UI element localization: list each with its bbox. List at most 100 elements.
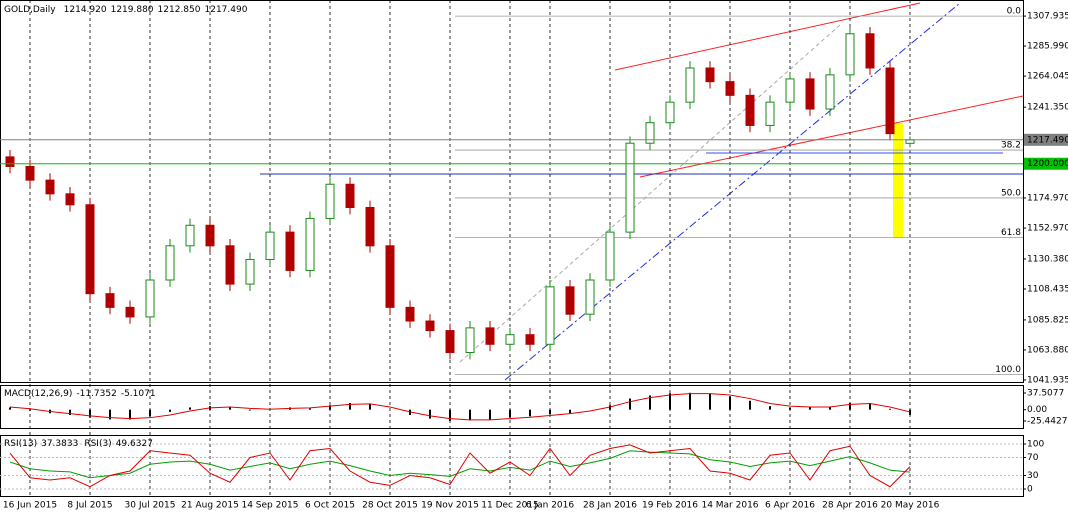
- histogram-bar: [569, 409, 571, 414]
- candle-body: [685, 67, 695, 103]
- histogram-bar: [869, 403, 871, 410]
- y-tick-label: 1264.045: [1027, 72, 1068, 82]
- candle-body: [485, 327, 495, 345]
- fibo-label: 0.0: [1007, 7, 1022, 17]
- candle-body: [205, 224, 215, 247]
- price-label: 1217.490: [1027, 135, 1068, 145]
- price-box: [1024, 133, 1068, 146]
- x-tick-label: 21 Aug 2015: [181, 501, 239, 511]
- x-tick-label: 6 Oct 2015: [305, 501, 355, 511]
- candle-body: [605, 231, 615, 281]
- histogram-bar: [529, 409, 531, 417]
- candle-body: [525, 334, 535, 345]
- y-tick-label: 1085.825: [1027, 315, 1068, 325]
- candle-body: [265, 231, 275, 260]
- candle-body: [745, 94, 755, 126]
- histogram-bar: [889, 408, 891, 410]
- y-tick-label: 1152.970: [1027, 224, 1068, 234]
- fibo-base: [459, 24, 841, 363]
- x-tick-label: 16 Jun 2015: [3, 501, 57, 511]
- indicator: MACD(12,26,9): [4, 389, 72, 399]
- histogram-bar: [249, 409, 251, 411]
- candle-body: [425, 320, 435, 332]
- histogram-bar: [349, 403, 351, 410]
- value: -11.7352: [76, 389, 116, 399]
- candle-body: [225, 245, 235, 285]
- y-tick-label: 1063.880: [1027, 345, 1068, 355]
- rsi-panel: [0, 435, 1024, 497]
- candle-body: [365, 207, 375, 247]
- candle-body: [85, 204, 95, 295]
- x-tick-label: 8 Jul 2015: [67, 501, 112, 511]
- candle-body: [405, 306, 415, 322]
- candle-body: [165, 245, 175, 281]
- ohlc: 1219.880: [111, 5, 154, 15]
- candle-body: [905, 139, 915, 144]
- histogram-bar: [909, 409, 911, 415]
- y-tick-label: 1130.380: [1027, 254, 1068, 264]
- candle-body: [45, 179, 55, 195]
- x-tick-label: 28 Oct 2015: [362, 501, 418, 511]
- candle-body: [545, 286, 555, 345]
- histogram-bar: [329, 405, 331, 410]
- candle-body: [285, 231, 295, 271]
- histogram-bar: [729, 396, 731, 410]
- candle-body: [825, 74, 835, 110]
- y-tick-label: 1041.935: [1027, 375, 1068, 385]
- ohlc: 1212.850: [158, 5, 201, 15]
- histogram-bar: [629, 398, 631, 410]
- histogram-bar: [649, 395, 651, 410]
- histogram-bar: [509, 409, 511, 418]
- candle-body: [25, 165, 35, 181]
- fibo-label: 61.8: [1001, 228, 1021, 238]
- histogram-bar: [489, 409, 491, 420]
- candle-body: [245, 258, 255, 285]
- candle-body: [105, 293, 115, 308]
- histogram-bar: [429, 409, 431, 419]
- macd-label: MACD(12,26,9) -11.7352 -5.1071: [4, 389, 156, 399]
- symbol: GOLD,Daily: [4, 5, 56, 15]
- candle-body: [5, 156, 15, 167]
- x-tick-label: 6 Jan 2016: [526, 501, 574, 511]
- y-tick-label: 1307.935: [1027, 12, 1068, 22]
- candle-body: [185, 224, 195, 247]
- value: 49.6327: [116, 439, 153, 449]
- y-tick-label: 100: [1027, 440, 1044, 450]
- fibo-label: 38.2: [1001, 141, 1021, 151]
- candle-body: [565, 286, 575, 315]
- value: 37.3833: [41, 439, 78, 449]
- trend-line: [504, 2, 961, 381]
- candle-body: [145, 279, 155, 318]
- histogram-bar: [229, 407, 231, 410]
- candle-body: [645, 122, 655, 144]
- histogram-bar: [69, 409, 71, 416]
- histogram-bar: [129, 409, 131, 420]
- series-line: [9, 393, 911, 421]
- histogram-bar: [149, 409, 151, 417]
- histogram-bar: [789, 407, 791, 410]
- histogram-bar: [449, 409, 451, 421]
- candle-body: [885, 67, 895, 135]
- indicator: RSI(13): [4, 439, 37, 449]
- histogram-bar: [769, 406, 771, 410]
- histogram-bar: [309, 408, 311, 410]
- x-tick-label: 30 Jul 2015: [125, 501, 176, 511]
- candle-body: [325, 183, 335, 219]
- fibo-label: 100.0: [995, 365, 1021, 375]
- candle-body: [465, 327, 475, 353]
- y-tick-label: 1241.350: [1027, 103, 1068, 113]
- fibo-label: 50.0: [1001, 188, 1021, 198]
- histogram-bar: [669, 393, 671, 410]
- chart-title: GOLD,Daily 1214.920 1219.880 1212.850 1217.4…: [4, 5, 248, 15]
- macd-panel: [0, 385, 1024, 429]
- indicator: RSI(3): [84, 439, 111, 449]
- value: -5.1071: [121, 389, 156, 399]
- candle-body: [585, 279, 595, 315]
- candle-body: [805, 78, 815, 110]
- histogram-bar: [89, 409, 91, 418]
- candle-body: [65, 193, 75, 206]
- channel-upper: [614, 2, 921, 71]
- histogram-bar: [809, 407, 811, 410]
- candle-body: [785, 78, 795, 103]
